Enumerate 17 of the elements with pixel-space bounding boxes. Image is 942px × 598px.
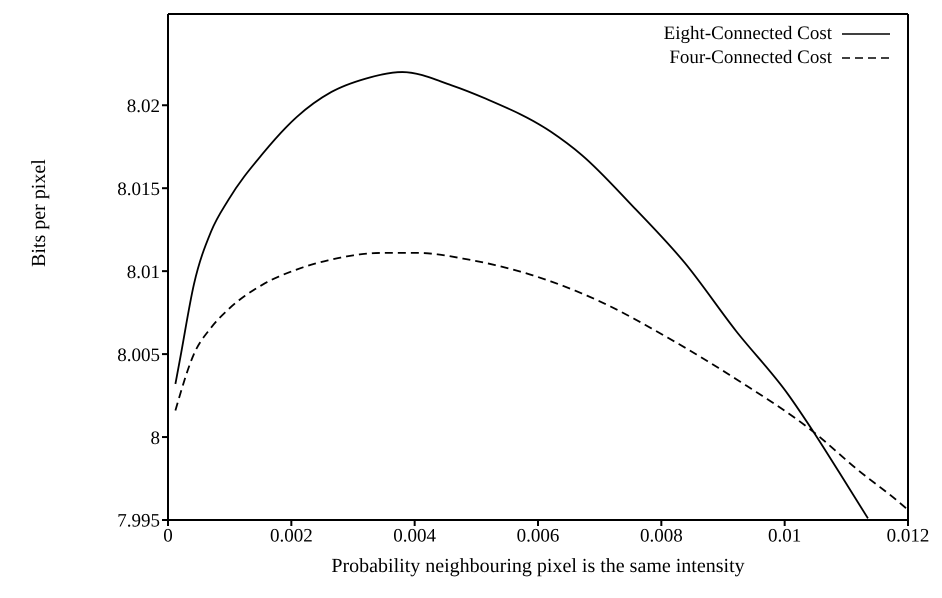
x-tick-label: 0.006 xyxy=(516,525,560,546)
x-tick-label: 0.002 xyxy=(270,525,313,546)
x-tick-label: 0.004 xyxy=(393,525,437,546)
y-tick-label: 7.995 xyxy=(117,510,160,532)
y-tick-label: 8 xyxy=(150,428,160,449)
x-tick-label: 0.01 xyxy=(768,525,802,546)
x-tick-label: 0.008 xyxy=(640,525,683,546)
x-tick-label: 0 xyxy=(163,525,173,546)
legend-label: Four-Connected Cost xyxy=(669,46,832,70)
x-tick-label: 0.012 xyxy=(886,525,930,546)
y-tick-label: 8.02 xyxy=(126,96,160,117)
y-axis-title: Bits per pixel xyxy=(28,158,50,267)
x-axis-title: Probability neighbouring pixel is the same intensity xyxy=(331,555,745,577)
y-tick-label: 8.01 xyxy=(126,262,160,283)
y-tick-label: 8.015 xyxy=(117,178,160,200)
y-tick-label: 8.005 xyxy=(117,344,160,366)
legend-label: Eight-Connected Cost xyxy=(664,22,832,46)
